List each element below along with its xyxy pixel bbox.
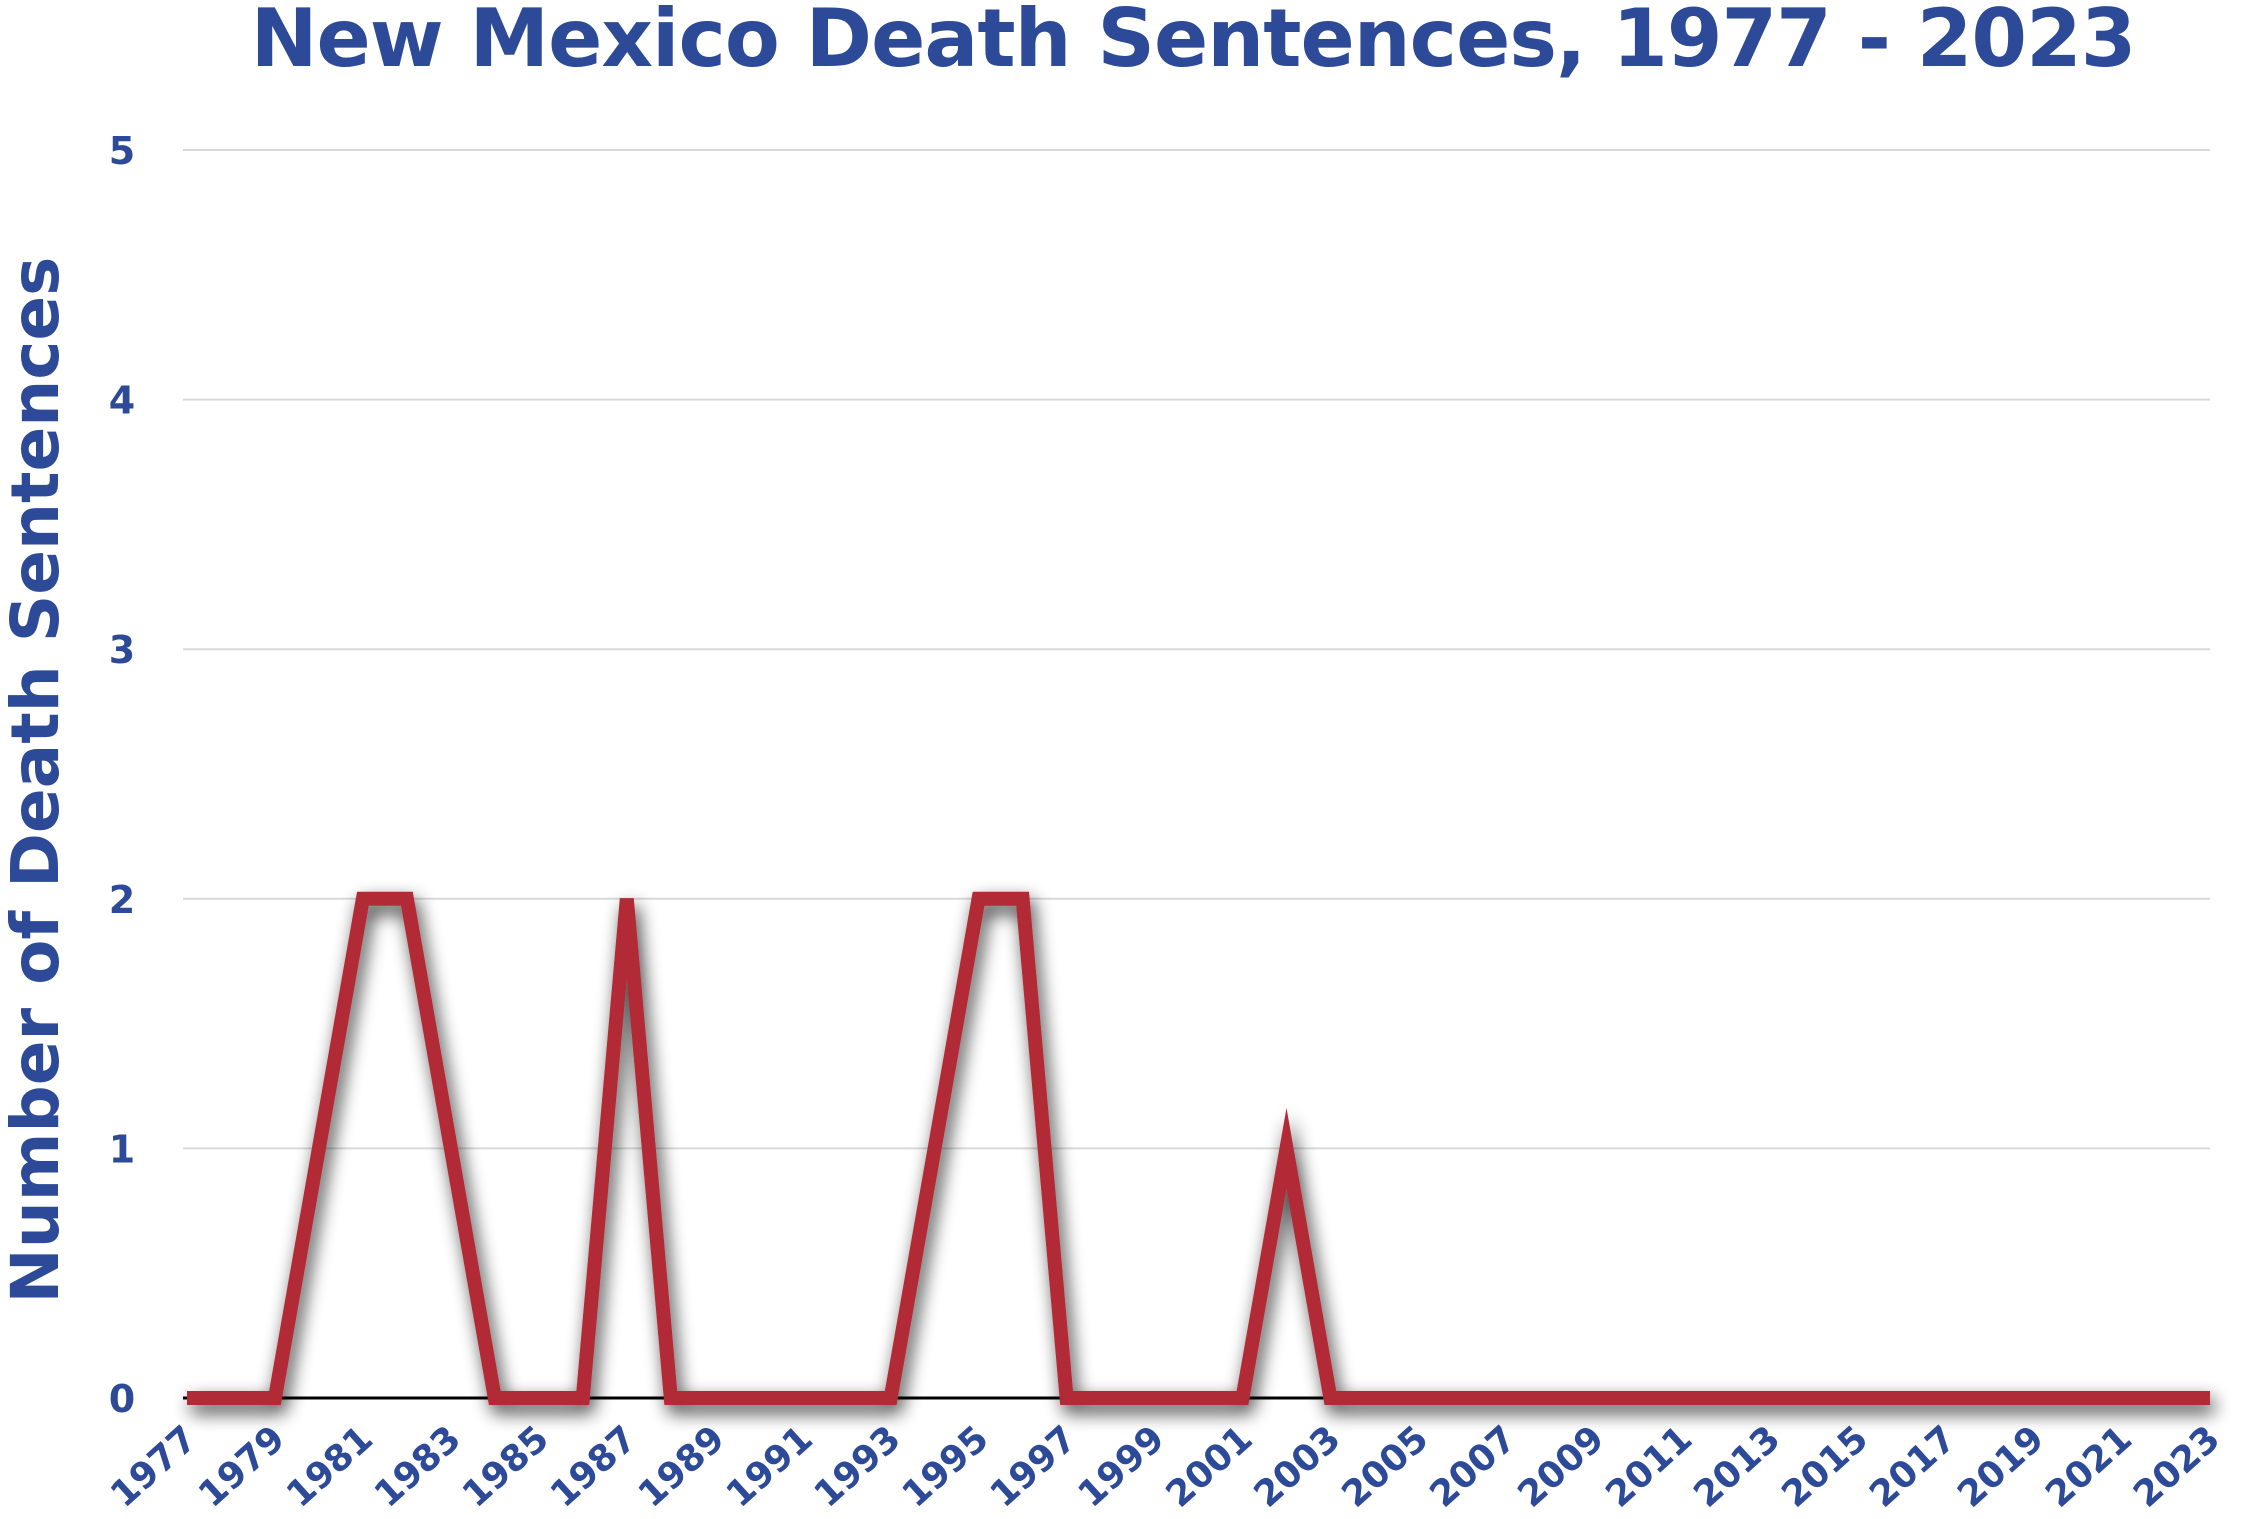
x-tick-label-1977: 1977 <box>103 1418 205 1516</box>
y-tick-label-1: 1 <box>109 1127 135 1171</box>
x-tick-label-2003: 2003 <box>1247 1418 1349 1516</box>
x-tick-label-2007: 2007 <box>1422 1418 1524 1516</box>
y-tick-label-3: 3 <box>109 628 135 672</box>
y-tick-label-4: 4 <box>109 379 135 423</box>
y-tick-labels: 0 1 2 3 4 5 <box>109 129 135 1421</box>
x-tick-label-1995: 1995 <box>895 1418 997 1516</box>
x-tick-label-2019: 2019 <box>1950 1418 2052 1516</box>
y-tick-label-5: 5 <box>109 129 135 173</box>
x-tick-label-2013: 2013 <box>1686 1418 1788 1516</box>
x-tick-label-2021: 2021 <box>2038 1418 2140 1516</box>
x-tick-label-2017: 2017 <box>1862 1418 1964 1516</box>
series-group <box>187 891 2210 1405</box>
y-axis-label: Number of Death Sentences <box>0 257 74 1304</box>
x-tick-label-1999: 1999 <box>1071 1418 1173 1516</box>
y-tick-label-0: 0 <box>109 1377 135 1421</box>
x-tick-label-1987: 1987 <box>543 1418 645 1516</box>
x-tick-label-1979: 1979 <box>191 1418 293 1516</box>
x-tick-label-2001: 2001 <box>1159 1418 1261 1516</box>
x-tick-label-1997: 1997 <box>983 1418 1085 1516</box>
x-tick-label-1985: 1985 <box>455 1418 557 1516</box>
x-tick-label-1989: 1989 <box>631 1418 733 1516</box>
x-tick-label-1983: 1983 <box>367 1418 469 1516</box>
y-tick-label-2: 2 <box>109 878 135 922</box>
x-tick-label-2009: 2009 <box>1510 1418 1612 1516</box>
x-tick-label-1993: 1993 <box>807 1418 909 1516</box>
x-tick-label-2015: 2015 <box>1774 1418 1876 1516</box>
x-tick-label-2005: 2005 <box>1335 1418 1437 1516</box>
gridlines <box>183 149 2210 1150</box>
x-tick-label-1991: 1991 <box>719 1418 821 1516</box>
x-tick-label-2023: 2023 <box>2126 1418 2228 1516</box>
series-line-0 <box>187 891 2210 1405</box>
x-tick-label-2011: 2011 <box>1598 1418 1700 1516</box>
chart-title: New Mexico Death Sentences, 1977 - 2023 <box>251 0 2136 85</box>
x-tick-labels: 1977197919811983198519871989199119931995… <box>103 1418 2228 1516</box>
x-tick-label-1981: 1981 <box>279 1418 381 1516</box>
